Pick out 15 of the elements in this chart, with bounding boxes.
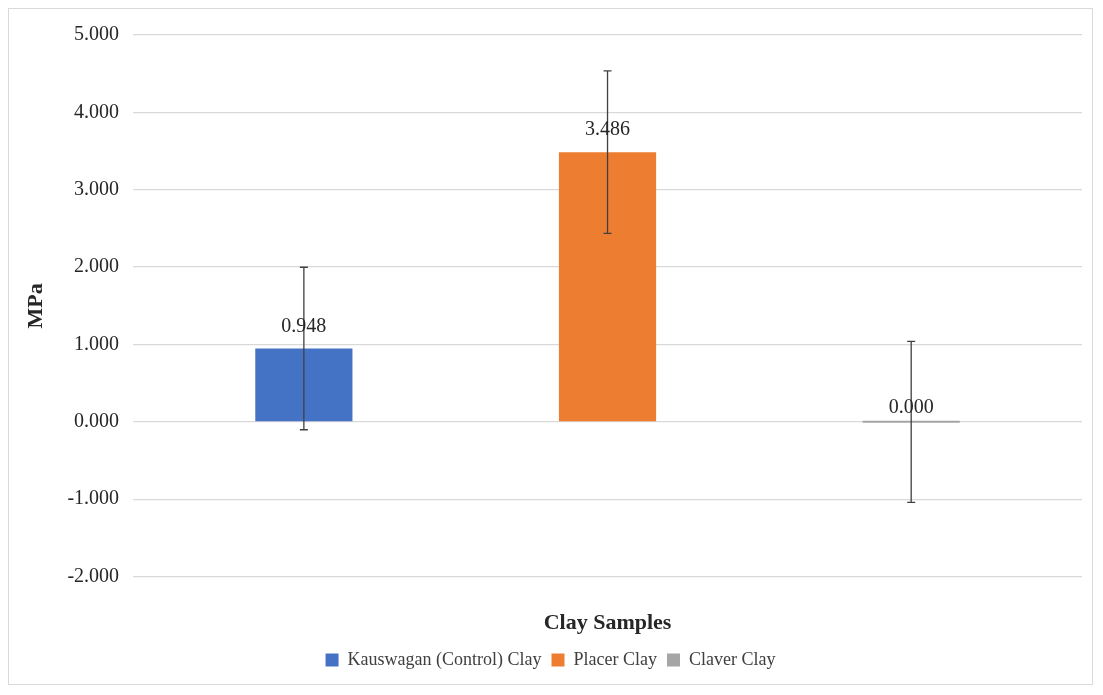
y-tick-label: -2.000 [67,563,120,586]
y-tick-label: 0.000 [74,409,120,432]
bar [558,152,657,422]
legend-label: Kauswagan (Control) Clay [347,648,542,670]
y-tick-label: 5.000 [74,22,120,45]
x-axis-title: Clay Samples [543,609,672,635]
y-axis-title: MPa [21,283,47,329]
y-tick-label: -1.000 [67,486,120,509]
bar [255,348,353,422]
y-tick-label: 1.000 [74,331,120,354]
legend-label: Claver Clay [688,648,776,669]
y-tick-label: 4.000 [74,99,120,122]
y-tick-label: 3.000 [74,176,120,199]
y-tick-label: 2.000 [74,254,120,277]
legend-label: Placer Clay [573,648,657,669]
